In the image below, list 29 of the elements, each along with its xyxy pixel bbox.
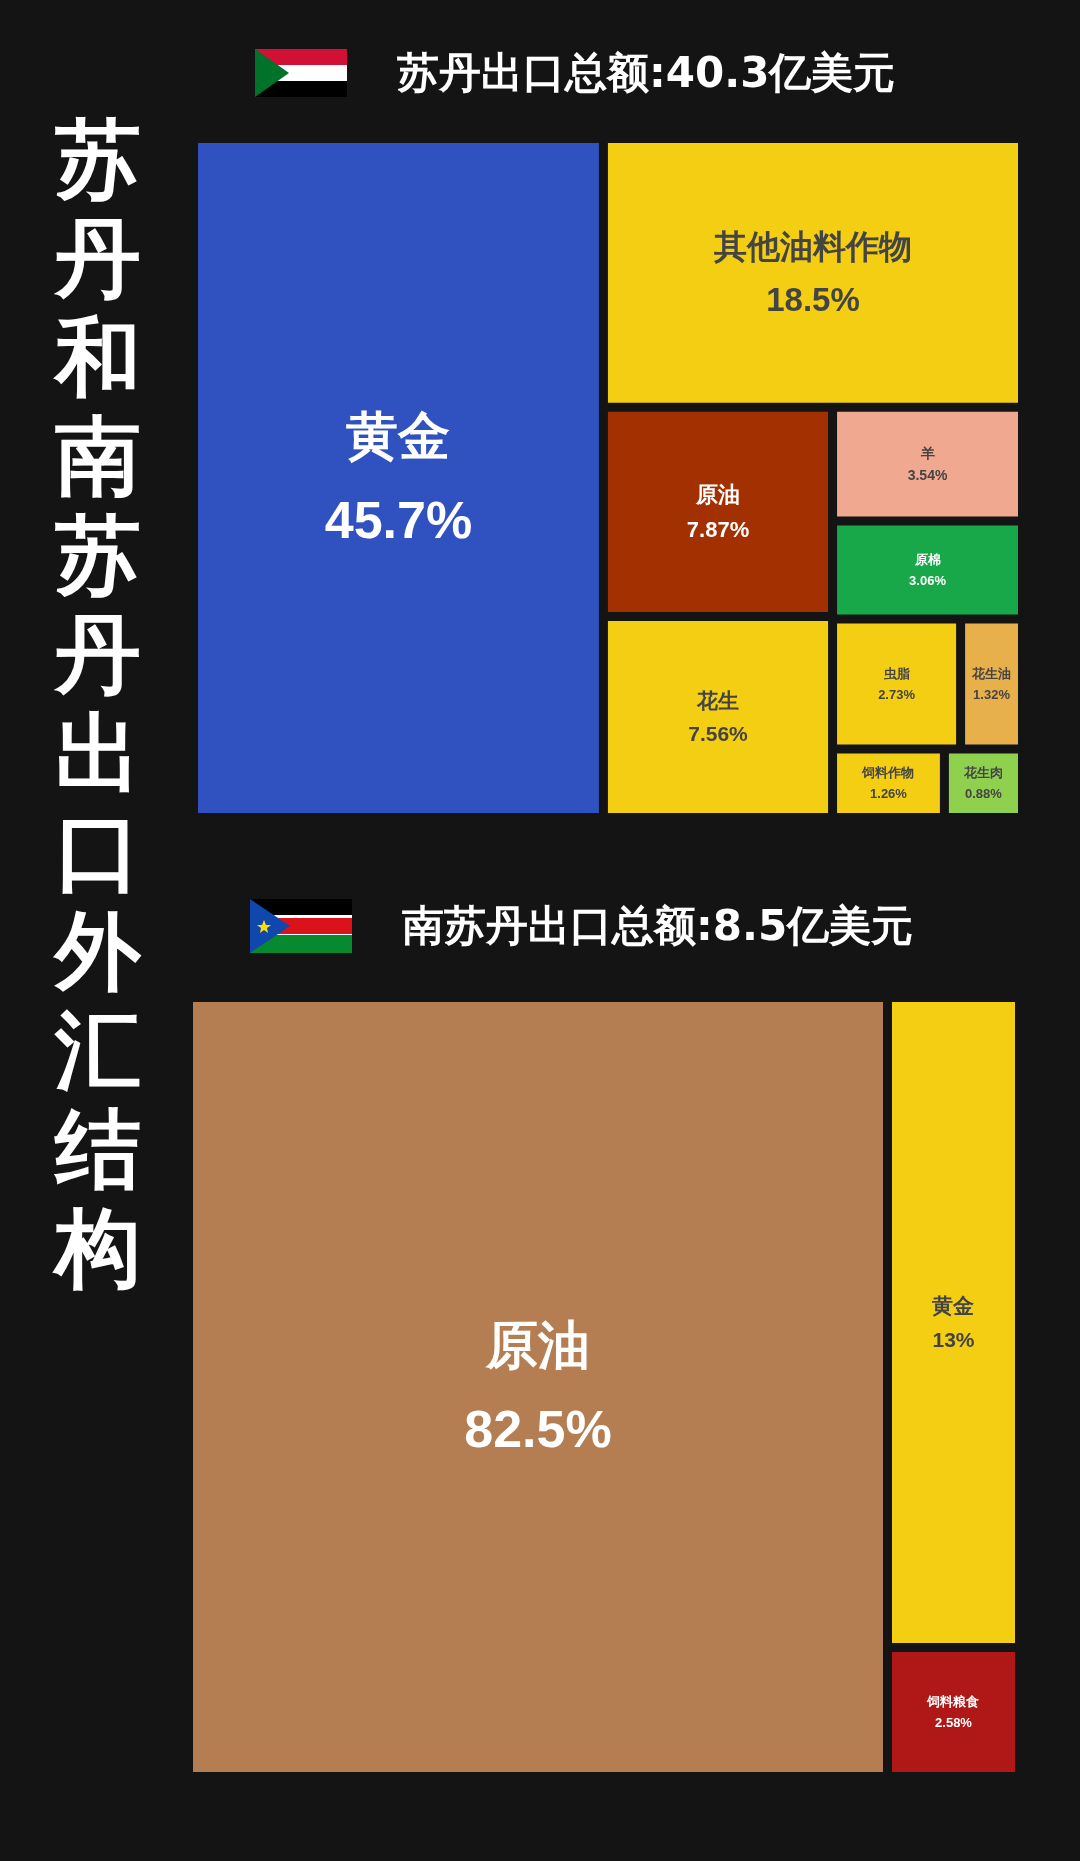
category-label: 饲料粮食 — [926, 1694, 980, 1710]
data-label: 3.54% — [907, 467, 948, 484]
data-label: 3.06% — [909, 572, 947, 588]
category-label: 饲料作物 — [861, 765, 915, 781]
category-label: 黄金 — [346, 407, 451, 466]
data-label: 45.7% — [324, 490, 473, 549]
text: 南苏丹出口总额:8.5亿美元 — [402, 900, 914, 952]
data-label: 2.73% — [878, 686, 916, 702]
category-label: 原油 — [695, 481, 740, 507]
data-label: 7.56% — [688, 722, 749, 746]
data-label: 2.58% — [935, 1714, 973, 1730]
category-label: 花生油 — [971, 666, 1012, 682]
data-label: 1.26% — [870, 786, 908, 802]
data-label: 7.87% — [686, 517, 750, 543]
category-label: 花生肉 — [962, 765, 1003, 781]
data-label: 18.5% — [766, 280, 860, 318]
data-label: 13% — [932, 1327, 975, 1351]
category-label: 其他油料作物 — [712, 228, 912, 266]
data-label: 1.32% — [973, 686, 1011, 702]
chart-title: 苏丹和南苏丹出口外汇结构 — [54, 109, 141, 1298]
category-label: 虫脂 — [882, 666, 910, 682]
category-label: 羊 — [919, 444, 935, 461]
category-label: 黄金 — [931, 1294, 975, 1318]
data-label: 82.5% — [464, 1399, 612, 1458]
category-label: 原棉 — [913, 552, 941, 568]
text: 苏丹出口总额:40.3亿美元 — [397, 47, 896, 99]
category-label: 原油 — [485, 1316, 590, 1375]
data-label: 0.88% — [965, 786, 1003, 802]
category-label: 花生 — [696, 688, 739, 712]
